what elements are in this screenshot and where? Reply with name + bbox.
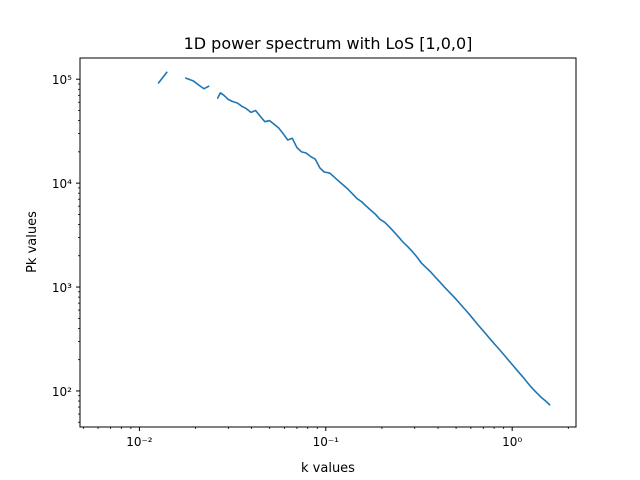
x-tick-label: 10⁰ bbox=[502, 435, 522, 449]
series-line-segment bbox=[216, 92, 551, 406]
x-tick-label: 10⁻² bbox=[126, 435, 153, 449]
chart-title: 1D power spectrum with LoS [1,0,0] bbox=[184, 34, 473, 53]
y-tick-label: 10³ bbox=[52, 281, 72, 295]
axis-ticks: 10⁻² 10⁻¹ 10⁰ 10² 10³ 10⁴ 10⁵ bbox=[52, 73, 569, 449]
y-axis-label: Pk values bbox=[25, 211, 40, 273]
y-tick-label: 10² bbox=[52, 385, 72, 399]
series-line-segment bbox=[184, 77, 210, 90]
axes-frame bbox=[79, 57, 577, 428]
plot-area bbox=[157, 71, 551, 406]
x-axis-label: k values bbox=[301, 461, 355, 476]
x-tick-label: 10⁻¹ bbox=[313, 435, 340, 449]
y-tick-label: 10⁴ bbox=[52, 177, 72, 191]
y-tick-label: 10⁵ bbox=[52, 73, 72, 87]
series-line-segment bbox=[157, 71, 168, 84]
